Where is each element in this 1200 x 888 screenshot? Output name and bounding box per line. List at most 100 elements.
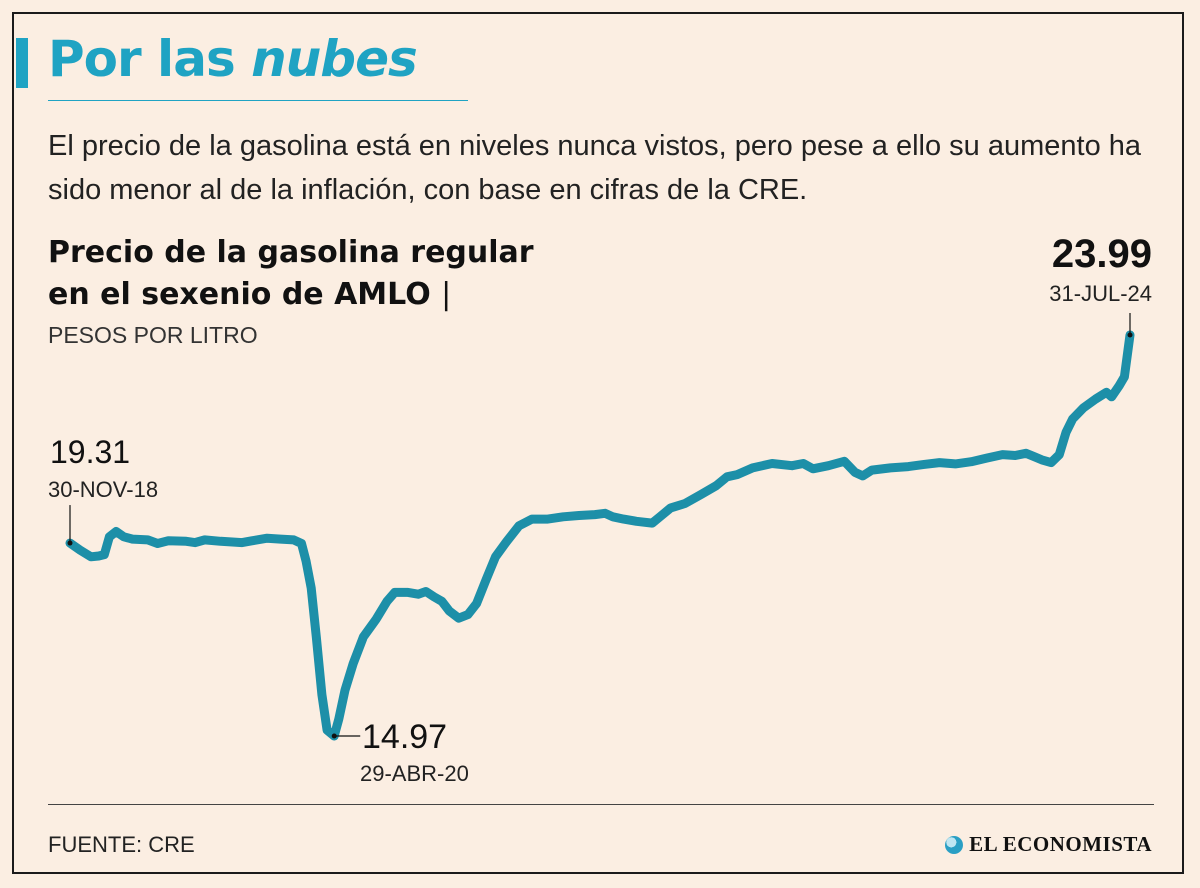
data-point [417, 593, 419, 595]
data-point [651, 522, 653, 524]
data-point [623, 518, 625, 520]
data-point [90, 556, 92, 558]
chart-title-separator: | [441, 277, 452, 312]
data-point [476, 602, 478, 605]
title-underline [48, 100, 468, 101]
data-point [659, 516, 661, 518]
data-point [1123, 376, 1125, 378]
annotation-value: 19.31 [50, 434, 130, 470]
data-point [458, 617, 460, 619]
annotation-marker [1127, 332, 1133, 338]
data-point [827, 465, 830, 467]
chart-title: Precio de la gasolina regular en el sexe… [48, 232, 534, 316]
data-point [843, 460, 845, 462]
data-point [1072, 418, 1074, 420]
data-point [251, 540, 253, 542]
data-point [562, 516, 564, 518]
data-point [204, 539, 206, 541]
data-point [531, 518, 533, 520]
data-point [326, 729, 328, 731]
data-point [115, 530, 117, 533]
data-point [433, 596, 435, 598]
chart-title-line2: en el sexenio de AMLO [48, 277, 431, 312]
data-point [310, 587, 312, 589]
data-point [386, 600, 388, 602]
data-point [157, 542, 159, 545]
data-point [923, 463, 925, 465]
data-point [467, 614, 469, 616]
brand-globe-icon [945, 835, 964, 854]
data-point [1025, 452, 1027, 454]
data-point [812, 468, 814, 470]
data-point [103, 554, 105, 556]
data-point [241, 542, 243, 544]
data-point [954, 463, 957, 465]
data-point [862, 475, 864, 477]
data-point [220, 540, 222, 542]
chart-title-line1: Precio de la gasolina regular [48, 235, 534, 270]
annotation-marker [331, 733, 337, 739]
footer-divider [48, 804, 1154, 805]
data-point [279, 538, 282, 540]
data-point [684, 502, 686, 505]
data-point [108, 536, 110, 538]
data-point [338, 718, 340, 720]
data-point [1095, 398, 1097, 400]
data-point [123, 536, 125, 538]
brand-name: EL ECONOMISTA [969, 832, 1152, 856]
title-emphasis: nubes [251, 30, 418, 88]
data-point [726, 476, 728, 478]
data-point [1001, 454, 1004, 456]
page-title: Por las nubes [48, 30, 418, 88]
data-point [352, 662, 354, 665]
data-point [715, 485, 717, 487]
data-point [147, 539, 149, 541]
data-point [970, 461, 972, 463]
data-point [321, 694, 323, 696]
data-point [752, 467, 754, 469]
data-point [425, 590, 427, 593]
data-point [506, 540, 508, 542]
data-point [300, 542, 303, 545]
data-point [131, 538, 134, 540]
data-point [1111, 396, 1113, 398]
data-point [771, 462, 773, 465]
annotation-date: 29-ABR-20 [360, 761, 469, 786]
annotation-date: 31-JUL-24 [1049, 281, 1152, 306]
data-point [1082, 407, 1084, 409]
data-point [362, 636, 364, 638]
data-point [1058, 454, 1060, 456]
data-point [1014, 454, 1016, 457]
data-point [494, 556, 497, 558]
data-point [1050, 462, 1052, 464]
brand-logo: EL ECONOMISTA [945, 832, 1152, 857]
data-point [938, 462, 941, 464]
annotation-value: 23.99 [1052, 232, 1152, 276]
subtitle: El precio de la gasolina está en niveles… [48, 130, 1142, 206]
data-point [986, 457, 988, 459]
data-point [518, 525, 520, 527]
data-point [791, 465, 793, 467]
data-point [612, 516, 614, 518]
data-point [1033, 455, 1035, 457]
series-points [69, 334, 1131, 737]
data-point [802, 462, 804, 465]
data-point [604, 512, 606, 514]
data-point [670, 507, 672, 509]
price-series-line [65, 330, 1135, 741]
data-point [907, 466, 909, 468]
units-label: PESOS POR LITRO [48, 322, 258, 348]
data-point [375, 618, 377, 620]
annotation-marker [67, 540, 73, 546]
data-point [407, 591, 409, 594]
data-point [293, 539, 295, 541]
data-point [266, 537, 268, 539]
data-point [394, 591, 396, 594]
data-point [167, 540, 169, 542]
data-point [547, 518, 549, 520]
data-point [635, 520, 638, 522]
data-point [485, 578, 487, 580]
title-accent-bar [16, 38, 28, 88]
data-point [1041, 459, 1043, 461]
